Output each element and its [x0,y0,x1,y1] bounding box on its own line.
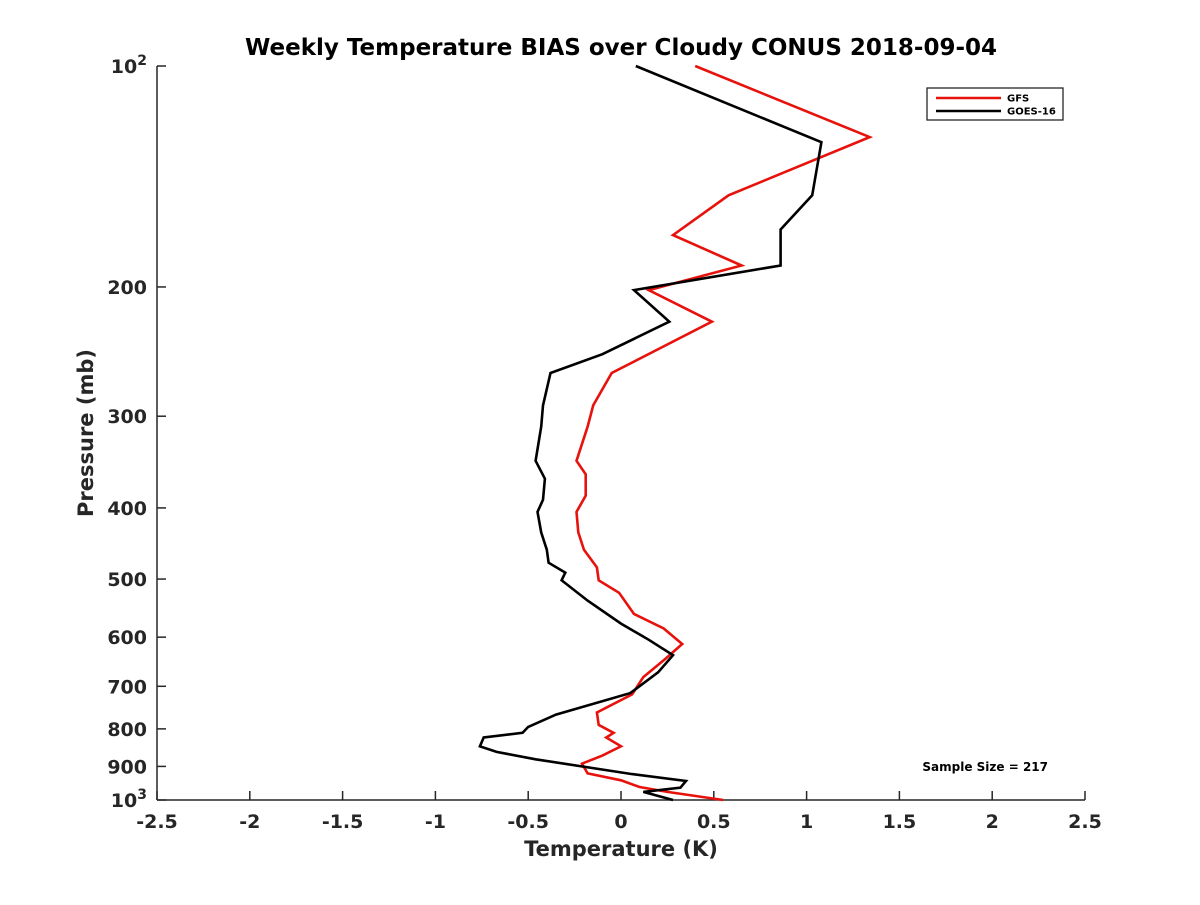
x-tick-label: 2 [986,811,999,833]
x-tick-label: -1 [425,811,446,833]
y-tick-label: 500 [107,569,147,591]
x-tick-label: -1.5 [322,811,364,833]
y-tick-label: 600 [107,627,147,649]
x-tick-label: 2.5 [1068,811,1102,833]
x-tick-label: 0 [614,811,627,833]
chart-title: Weekly Temperature BIAS over Cloudy CONU… [245,35,997,61]
series-line-gfs [575,64,874,802]
legend-entry-label: GFS [1007,94,1029,105]
y-tick-label: 700 [107,676,147,698]
sample-size-annotation: Sample Size = 217 [922,760,1048,774]
y-tick-label: 200 [107,277,147,299]
x-axis-label: Temperature (K) [524,837,718,861]
series-line-goes-16 [478,64,823,802]
y-axis-label: Pressure (mb) [74,349,98,517]
x-tick-label: -2 [239,811,260,833]
y-tick-label: 400 [107,498,147,520]
y-tick-label: 300 [107,406,147,428]
y-tick-label: 900 [107,756,147,778]
legend: GFS GOES-16 [926,87,1064,121]
x-tick-label: 0.5 [697,811,731,833]
x-tick-label: 1 [800,811,813,833]
x-tick-label: 1.5 [883,811,917,833]
x-tick-label: -2.5 [136,811,178,833]
y-tick-label: 800 [107,719,147,741]
series-layer [478,64,874,802]
axes: -2.5 -2 -1.5 -1 -0.5 0 0.5 1 1.5 2 2.5 102 200 300 400… [107,53,1102,833]
legend-box [926,87,1064,121]
y-tick-label: 103 [111,787,147,812]
y-tick-label: 102 [111,53,147,78]
legend-entry-label: GOES-16 [1007,107,1056,118]
x-tick-label: -0.5 [507,811,549,833]
